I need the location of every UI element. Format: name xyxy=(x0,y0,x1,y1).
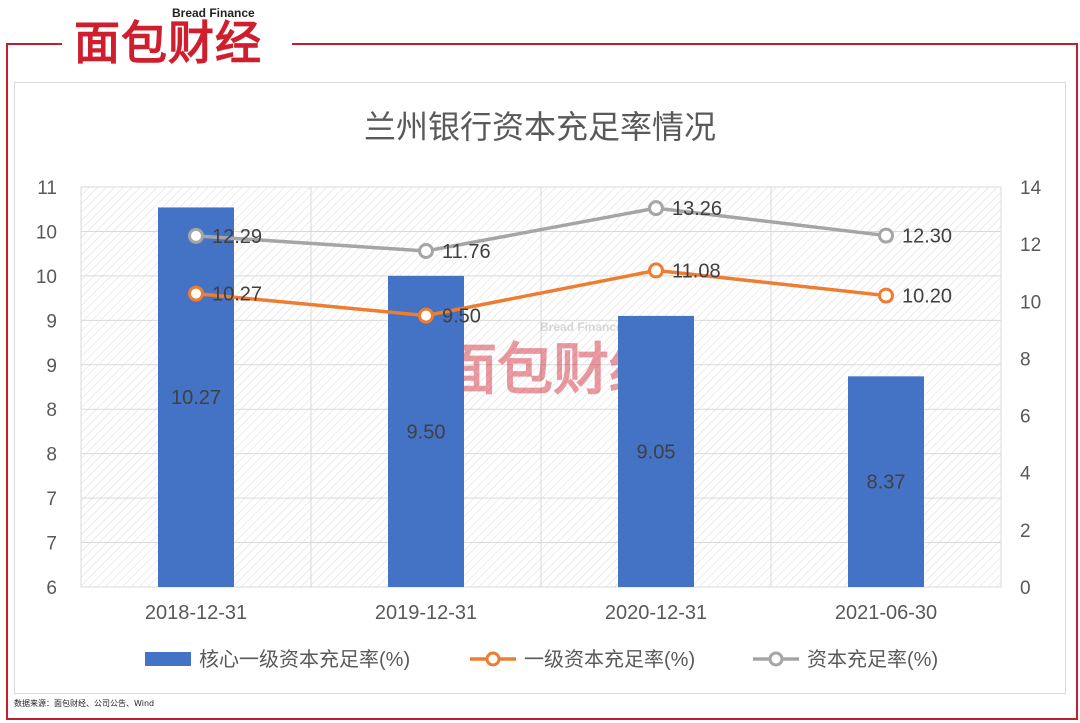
bar-data-label: 8.37 xyxy=(867,472,906,494)
left-tick-label: 6 xyxy=(46,578,57,599)
line-data-label: 11.76 xyxy=(442,241,491,263)
source-note: 数据来源：面包财经、公司公告、Wind xyxy=(14,699,155,708)
chart-container: 兰州银行资本充足率情况 11 10 10 9 9 8 8 7 7 6 14 12 10 8 6 4 2 0 Br… xyxy=(14,82,1066,694)
bar-core-tier1 xyxy=(618,315,694,587)
point-total-capital xyxy=(878,227,894,244)
line-data-label: 13.26 xyxy=(672,198,722,220)
chart-title: 兰州银行资本充足率情况 xyxy=(364,109,716,145)
right-tick-label: 0 xyxy=(1020,578,1031,599)
point-tier1-capital xyxy=(878,287,894,304)
bar-data-label: 9.05 xyxy=(637,441,676,463)
line-data-label: 12.29 xyxy=(212,226,262,248)
bar-data-label: 10.27 xyxy=(171,387,221,409)
logo-chinese: 面包财经 xyxy=(74,16,262,70)
left-tick-label: 8 xyxy=(46,445,57,466)
point-tier1-capital xyxy=(188,285,204,302)
line-data-label: 12.30 xyxy=(902,226,952,248)
left-tick-label: 7 xyxy=(46,534,57,555)
frame-right-line xyxy=(1076,43,1078,719)
x-tick-label: 2018-12-31 xyxy=(145,602,247,624)
line-data-label: 10.20 xyxy=(902,286,952,308)
bar-core-tier1 xyxy=(158,207,234,587)
point-total-capital xyxy=(418,243,434,259)
legend-label: 资本充足率(%) xyxy=(807,648,938,671)
legend-swatch-bar xyxy=(145,652,191,666)
point-total-capital xyxy=(648,200,664,217)
right-tick-label: 14 xyxy=(1020,178,1042,199)
brand-logo: Bread Finance 面包财经 xyxy=(62,4,292,74)
left-tick-label: 10 xyxy=(36,222,57,243)
line-data-label: 10.27 xyxy=(212,284,262,306)
left-tick-label: 9 xyxy=(46,311,57,332)
legend-swatch-marker xyxy=(768,651,784,667)
right-tick-label: 8 xyxy=(1020,349,1031,370)
chart-svg: 兰州银行资本充足率情况 11 10 10 9 9 8 8 7 7 6 14 12 10 8 6 4 2 0 Br… xyxy=(36,109,1042,671)
bar-core-tier1 xyxy=(848,376,924,587)
right-tick-label: 4 xyxy=(1020,464,1031,485)
right-tick-label: 12 xyxy=(1020,235,1041,256)
legend-label: 核心一级资本充足率(%) xyxy=(199,648,410,671)
legend-swatch-marker xyxy=(485,651,501,667)
frame-bottom-line xyxy=(6,718,1078,720)
line-data-label: 11.08 xyxy=(672,260,721,282)
left-tick-label: 9 xyxy=(46,356,57,377)
right-tick-label: 10 xyxy=(1020,292,1041,313)
left-tick-label: 8 xyxy=(46,400,57,421)
x-tick-label: 2020-12-31 xyxy=(605,602,707,624)
watermark-en: Bread Finance xyxy=(540,320,623,334)
line-data-label: 9.50 xyxy=(442,306,481,328)
right-tick-label: 6 xyxy=(1020,407,1031,428)
frame-left-line xyxy=(6,43,8,719)
logo-english: Bread Finance xyxy=(172,6,255,20)
line-total-capital xyxy=(195,206,887,253)
x-tick-label: 2021-06-30 xyxy=(835,602,937,624)
x-tick-label: 2019-12-31 xyxy=(375,602,477,624)
bar-data-label: 9.50 xyxy=(407,421,446,443)
point-tier1-capital xyxy=(418,307,434,324)
left-tick-label: 11 xyxy=(37,178,57,199)
bar-core-tier1 xyxy=(388,275,464,587)
frame-top-line xyxy=(6,43,1078,45)
left-tick-label: 10 xyxy=(36,267,57,288)
right-tick-label: 2 xyxy=(1020,521,1031,542)
left-tick-label: 7 xyxy=(46,489,57,510)
legend-label: 一级资本充足率(%) xyxy=(524,648,695,671)
point-tier1-capital xyxy=(648,262,664,279)
line-tier1-capital xyxy=(195,268,887,318)
point-total-capital xyxy=(188,227,204,244)
